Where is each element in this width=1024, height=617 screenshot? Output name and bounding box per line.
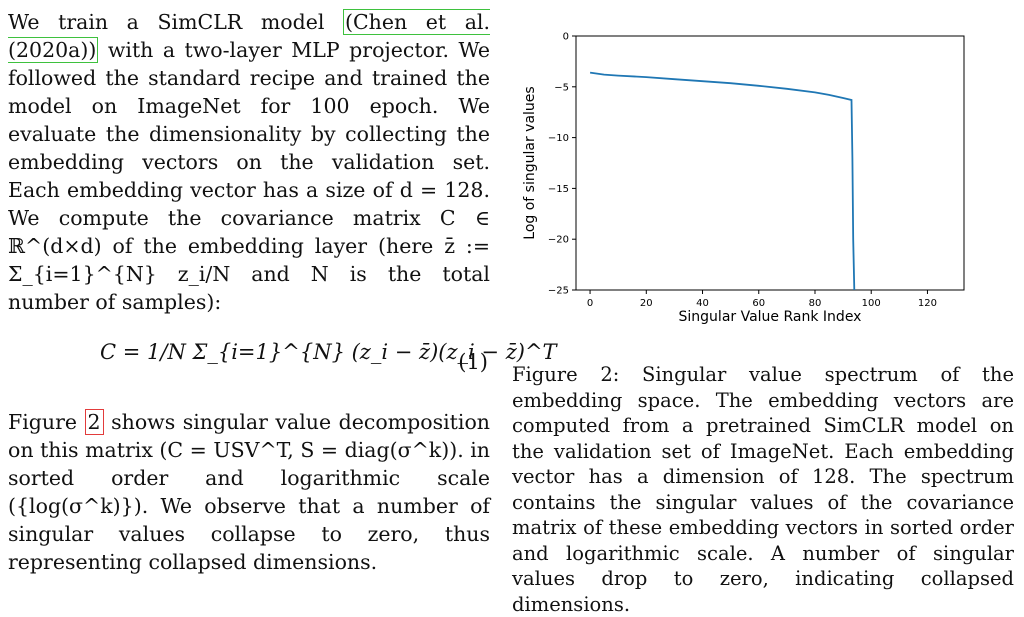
equation-number: (1) <box>458 350 488 374</box>
axis-ticks: 0 20 40 60 80 100 120 0 −5 −10 −15 −20 −25 <box>548 32 937 310</box>
paragraph-1-text-b: with a two-layer MLP projector. We follo… <box>8 38 490 314</box>
y-tick-label: −25 <box>548 286 569 297</box>
y-tick-label: −15 <box>548 184 569 195</box>
equation-1: C = 1/N Σ_{i=1}^{N} (z_i − z̄)(z_i − z̄)… <box>8 322 557 404</box>
paragraph-2-text-b: shows singular value decomposition on th… <box>8 410 490 574</box>
figure-caption: Figure 2: Singular value spectrum of the… <box>512 363 1014 616</box>
paragraph-2-text-a: Figure <box>8 410 85 434</box>
x-tick-label: 40 <box>696 298 709 309</box>
equation-body: C = 1/N Σ_{i=1}^{N} (z_i − z̄)(z_i − z̄)… <box>100 340 557 364</box>
x-tick-label: 100 <box>862 298 881 309</box>
citation-link[interactable]: (Chen et al. (2020a)) <box>8 9 491 63</box>
y-tick-label: −5 <box>554 82 569 93</box>
paragraph-1-text-a: We train a SimCLR model <box>8 10 343 34</box>
paragraph-1: We train a SimCLR model (Chen et al. (20… <box>8 8 491 316</box>
paragraph-2: Figure 2 shows singular value decomposit… <box>8 408 490 576</box>
left-column: We train a SimCLR model (Chen et al. (20… <box>8 8 557 576</box>
x-tick-label: 120 <box>918 298 937 309</box>
plot-frame <box>575 35 965 291</box>
y-tick-label: −20 <box>548 235 569 246</box>
x-tick-label: 60 <box>752 298 765 309</box>
y-axis-label: Log of singular values <box>522 86 538 239</box>
y-tick-label: 0 <box>563 32 569 43</box>
y-tick-label: −10 <box>548 133 569 144</box>
series-line <box>589 71 856 291</box>
x-tick-label: 0 <box>587 298 593 309</box>
figure-reference-link[interactable]: 2 <box>84 409 104 435</box>
x-tick-label: 20 <box>640 298 653 309</box>
x-axis-label: Singular Value Rank Index <box>679 309 862 325</box>
singular-value-chart: 0 20 40 60 80 100 120 0 −5 −10 −15 −20 −25 Singular … <box>522 32 965 325</box>
x-tick-label: 80 <box>809 298 822 309</box>
